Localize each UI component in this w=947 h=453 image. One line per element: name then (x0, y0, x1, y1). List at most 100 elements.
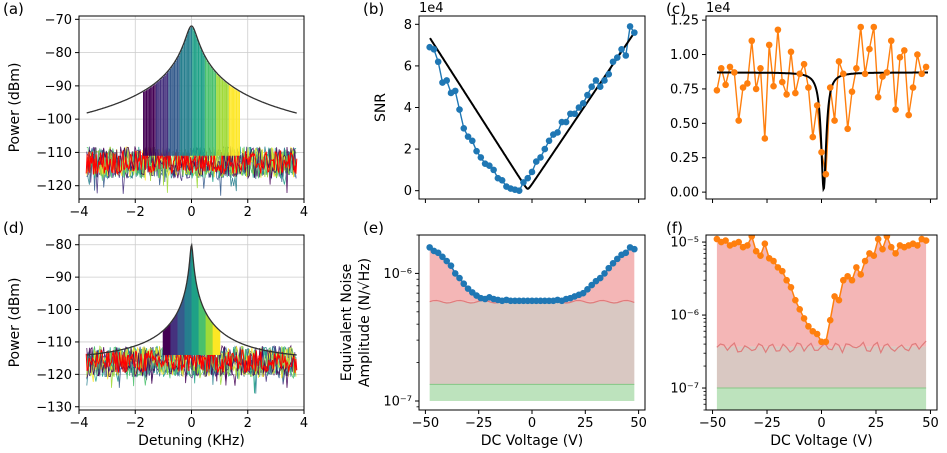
y-axis-label: Power (dBm) (7, 63, 23, 153)
data-point (596, 83, 604, 91)
data-point (805, 84, 812, 91)
x-tick-label: −50 (699, 416, 726, 431)
y-tick-label: 10⁻⁶ (383, 267, 412, 282)
data-point (460, 124, 468, 132)
data-point (456, 106, 463, 113)
data-point (434, 58, 442, 66)
panel-b: 0 2 4 6 8 (b) 1e4 SNR (363, 0, 646, 203)
y-tick-label: −110 (36, 146, 72, 161)
noise-floor-line (716, 340, 927, 355)
y-axis-label: Amplitude (N/√Hz) (357, 258, 373, 387)
y-tick-label: −90 (45, 79, 72, 94)
brown-band (429, 301, 635, 385)
data-point (774, 26, 782, 34)
data-point (726, 63, 734, 71)
data-point (575, 104, 583, 111)
data-point (839, 276, 847, 284)
data-point (792, 89, 799, 97)
y-tick-label: 4 (404, 101, 412, 116)
data-point (601, 270, 608, 277)
data-point (905, 111, 912, 119)
data-point (584, 91, 591, 99)
exponent-label: 1e4 (706, 1, 731, 16)
x-tick-label: −4 (69, 205, 88, 220)
panel-label: (e) (363, 219, 384, 237)
data-point (713, 87, 721, 94)
panel-a: −4 −2 0 2 4 −120 −110 −100 −90 −80 −70 (a) Power (dB… (3, 0, 308, 220)
data-point (844, 272, 851, 280)
panel-label: (b) (363, 0, 384, 18)
data-point (813, 330, 821, 338)
data-point (528, 168, 536, 176)
data-point (731, 69, 738, 76)
data-point (778, 267, 786, 275)
data-point (831, 293, 838, 300)
data-point (460, 280, 468, 288)
data-point (844, 125, 851, 133)
data-point (592, 77, 600, 84)
data-point (822, 170, 830, 178)
green-band (429, 384, 635, 401)
data-point (879, 73, 886, 80)
fit-curve (717, 71, 928, 193)
data-point (757, 252, 764, 260)
x-tick-label: 0 (528, 416, 536, 431)
panel-c: 0.00 0.25 0.50 0.75 1.00 1.25(c) 1e4 (666, 0, 938, 203)
plot-area-e (426, 244, 638, 401)
y-tick-label: 10⁻⁵ (670, 236, 699, 251)
data-point (464, 285, 472, 292)
data-point (765, 41, 773, 49)
data-point (848, 88, 856, 95)
y-axis-label: SNR (373, 93, 389, 122)
y-tick-label: 0 (404, 184, 412, 199)
data-point (831, 117, 838, 124)
y-tick-label: −70 (45, 13, 72, 28)
data-point (626, 23, 634, 30)
data-point (588, 281, 595, 289)
data-point (609, 58, 617, 66)
data-point (451, 87, 459, 95)
y-tick-label: 0.00 (670, 186, 699, 201)
data-point (783, 91, 790, 98)
y-tick-label: −100 (36, 303, 72, 318)
data-point (826, 316, 834, 324)
data-point (826, 84, 834, 91)
data-point (456, 274, 463, 282)
data-point (735, 117, 742, 124)
data-point (761, 135, 769, 142)
data-point (861, 257, 869, 265)
y-tick-label: −110 (36, 335, 72, 350)
noise-trace (86, 345, 297, 387)
y-tick-label: 10⁻⁷ (383, 394, 412, 409)
data-point (439, 253, 446, 261)
y-tick-label: 1.00 (670, 48, 699, 63)
x-tick-label: 2 (244, 416, 252, 431)
data-point (622, 52, 630, 59)
data-point (922, 63, 930, 71)
data-point (892, 250, 899, 257)
data-point (813, 102, 821, 109)
data-point (477, 154, 485, 161)
data-point (818, 148, 825, 156)
x-tick-label: 25 (868, 416, 885, 431)
data-point (515, 187, 523, 194)
data-point (901, 47, 908, 54)
noise-trace-red (85, 150, 298, 176)
data-point (434, 249, 442, 257)
data-point (554, 129, 561, 136)
data-point (618, 45, 625, 53)
data-point (486, 162, 493, 170)
data-point (861, 70, 869, 78)
y-tick-label: −120 (36, 368, 72, 383)
green-band (716, 388, 927, 410)
x-tick-label: −25 (753, 416, 780, 431)
x-tick-label: 2 (244, 205, 252, 220)
data-point (744, 80, 751, 87)
y-tick-label: −120 (36, 179, 72, 194)
data-point (735, 238, 742, 246)
data-point (857, 271, 865, 278)
data-point (770, 257, 777, 265)
x-tick-label: 25 (577, 416, 594, 431)
data-point (853, 264, 860, 271)
